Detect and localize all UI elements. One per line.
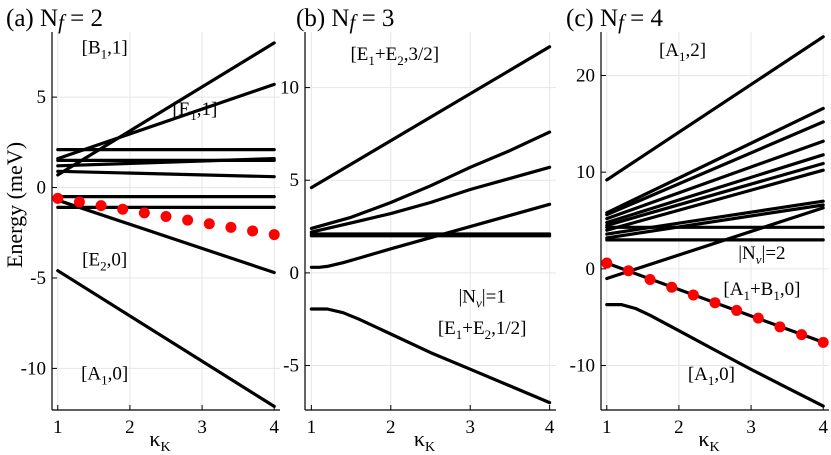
- panel-b: 1 2 3 4 -5 0 5 10 [E1+E2,3/2] |Nv|=1 [E1+E2,1/2] (b…: [280, 5, 556, 455]
- series-line: [605, 153, 825, 225]
- x-tick-label: 1: [307, 417, 317, 438]
- annotation: [E1+E2,3/2]: [350, 44, 439, 68]
- y-axis-label: Energy (meV): [2, 142, 27, 268]
- y-tick-label: 5: [290, 170, 300, 191]
- y-axis-label-text: Energy (meV): [2, 142, 27, 268]
- panel-title: (a) Nf = 2: [6, 5, 103, 34]
- annotation: [A1,2]: [659, 40, 706, 64]
- y-tick-label: -5: [30, 268, 46, 289]
- data-point: [73, 196, 85, 208]
- series-line: [605, 35, 825, 182]
- data-point: [709, 297, 721, 309]
- y-tick-label: 0: [586, 259, 596, 280]
- annotation: [B1,1]: [82, 38, 128, 62]
- x-tick-label: 1: [602, 417, 612, 438]
- data-point: [752, 312, 764, 324]
- series-line: [309, 307, 552, 405]
- series-group: [52, 41, 280, 408]
- x-tick-label: 2: [674, 417, 684, 438]
- series-line: [56, 41, 276, 177]
- x-tick-label: 4: [818, 417, 828, 438]
- panel-c: 1 2 3 4 -10 0 10 20 [A1,2] |Nv|=2 [A1+B1,0] [A1,0] (…: [566, 5, 829, 455]
- series-line: [309, 165, 552, 234]
- panel-title: (b) Nf = 3: [296, 5, 394, 34]
- series-line: [605, 206, 825, 281]
- series-line: [605, 303, 825, 408]
- y-tick-label: 10: [576, 162, 595, 183]
- series-line: [605, 120, 825, 217]
- annotation: [E1,1]: [172, 99, 217, 123]
- y-tick-label: -10: [570, 356, 595, 377]
- data-point: [247, 225, 259, 237]
- x-axis-label: κK: [698, 426, 719, 455]
- series-line: [309, 202, 552, 269]
- data-point: [203, 218, 215, 230]
- y-tick-label: 0: [37, 178, 47, 199]
- data-point: [225, 221, 237, 233]
- annotation: [A1,0]: [688, 364, 735, 388]
- y-tick-label: 10: [280, 78, 299, 99]
- annotation: [A1+B1,0]: [723, 279, 800, 303]
- annotation: |Nv|=2: [738, 243, 785, 267]
- data-point: [774, 321, 786, 333]
- y-tick-label: 0: [290, 263, 300, 284]
- series-line: [605, 168, 825, 232]
- data-point: [644, 273, 656, 285]
- x-tick-label: 3: [197, 417, 207, 438]
- data-point: [601, 257, 613, 269]
- data-point: [160, 210, 172, 222]
- data-point: [52, 192, 64, 204]
- y-tick-label: 5: [37, 87, 47, 108]
- series-group: [309, 45, 552, 405]
- series-line: [309, 130, 552, 230]
- y-tick-label: 20: [576, 66, 595, 87]
- data-point: [796, 329, 808, 341]
- data-point: [268, 229, 280, 241]
- series-line: [605, 203, 825, 240]
- x-tick-label: 2: [386, 417, 396, 438]
- y-tick-label: -5: [283, 356, 299, 377]
- data-point: [622, 265, 634, 277]
- data-point: [182, 214, 194, 226]
- data-point: [666, 281, 678, 293]
- series-line: [56, 198, 276, 275]
- y-tick-label: -10: [21, 358, 46, 379]
- series-line: [605, 139, 825, 221]
- panel-title: (c) Nf = 4: [566, 5, 664, 34]
- x-tick-label: 3: [746, 417, 756, 438]
- x-tick-label: 4: [545, 417, 555, 438]
- data-point: [117, 203, 129, 215]
- series-line: [56, 169, 276, 179]
- x-tick-label: 1: [53, 417, 63, 438]
- data-point: [95, 200, 107, 212]
- data-point: [687, 289, 699, 301]
- series-line: [56, 82, 276, 161]
- data-point: [138, 207, 150, 219]
- x-axis-label: κK: [149, 426, 170, 455]
- series-line: [56, 269, 276, 408]
- annotation: |Nv|=1: [458, 287, 505, 311]
- annotation: [E1+E2,1/2]: [438, 318, 527, 342]
- series-line: [605, 161, 825, 227]
- series-line: [605, 106, 825, 215]
- series-line: [56, 157, 276, 168]
- annotation: [A1,0]: [81, 363, 128, 387]
- x-tick-label: 2: [125, 417, 135, 438]
- data-point: [817, 336, 829, 348]
- data-point: [731, 304, 743, 316]
- panel-a: 1 2 3 4 -10 -5 0 5 [B1,1] [E1,1] [E2,0] [A1,0] (a) N…: [6, 5, 280, 455]
- series-group: [601, 35, 829, 408]
- x-axis-label: κK: [414, 426, 435, 455]
- x-tick-label: 4: [269, 417, 279, 438]
- series-line: [309, 45, 552, 190]
- x-tick-label: 3: [465, 417, 475, 438]
- annotation: [E2,0]: [82, 249, 127, 273]
